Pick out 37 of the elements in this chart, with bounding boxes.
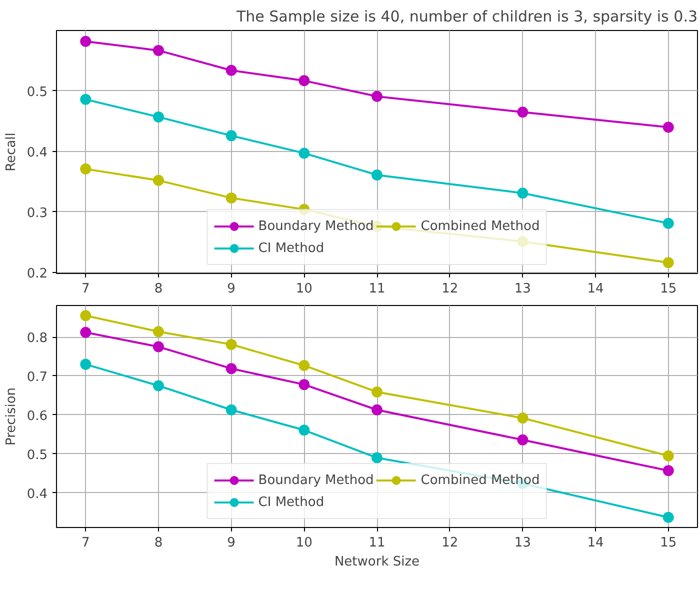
legend-label: Boundary Method xyxy=(258,472,374,488)
x-tick-label: 13 xyxy=(514,282,531,296)
x-tick-label: 7 xyxy=(82,536,90,550)
x-tick-label: 12 xyxy=(442,282,458,296)
x-axis-title: Network Size xyxy=(334,554,420,570)
x-tick-label: 10 xyxy=(296,536,312,550)
x-tick-label: 9 xyxy=(227,536,236,550)
y-tick-label: 0.8 xyxy=(26,331,48,346)
y-tick-label: 0.6 xyxy=(26,408,48,424)
x-tick-label: 12 xyxy=(442,536,458,550)
y-tick-label: 0.5 xyxy=(26,84,48,100)
x-tick-label: 15 xyxy=(660,282,677,296)
x-tick-label: 14 xyxy=(587,282,604,296)
y-axis-title: Recall xyxy=(4,132,19,172)
x-tick-label: 8 xyxy=(154,536,163,550)
y-tick-label: 0.4 xyxy=(26,486,48,502)
x-tick-label: 14 xyxy=(587,536,604,550)
y-tick-label: 0.3 xyxy=(26,206,48,221)
y-tick-label: 0.4 xyxy=(26,145,48,160)
x-tick-label: 15 xyxy=(660,536,677,550)
x-tick-label: 9 xyxy=(227,282,236,296)
x-tick-label: 11 xyxy=(368,282,386,296)
y-tick-label: 0.2 xyxy=(26,266,48,282)
legend-label: Boundary Method xyxy=(258,218,374,234)
x-tick-label: 7 xyxy=(82,282,90,296)
y-tick-label: 0.5 xyxy=(26,448,48,463)
x-tick-label: 8 xyxy=(154,282,163,296)
chart-title: The Sample size is 40, number of children is 3, sparsity is 0.3 xyxy=(235,8,698,26)
x-tick-label: 11 xyxy=(368,536,386,550)
legend-label: CI Method xyxy=(258,494,324,510)
y-tick-label: 0.7 xyxy=(26,370,48,385)
legend-label: CI Method xyxy=(258,240,324,256)
legend-label: Combined Method xyxy=(420,218,540,234)
x-tick-label: 10 xyxy=(296,282,312,296)
y-axis-title: Precision xyxy=(4,387,19,446)
x-tick-label: 13 xyxy=(514,536,531,550)
legend-label: Combined Method xyxy=(420,472,540,488)
